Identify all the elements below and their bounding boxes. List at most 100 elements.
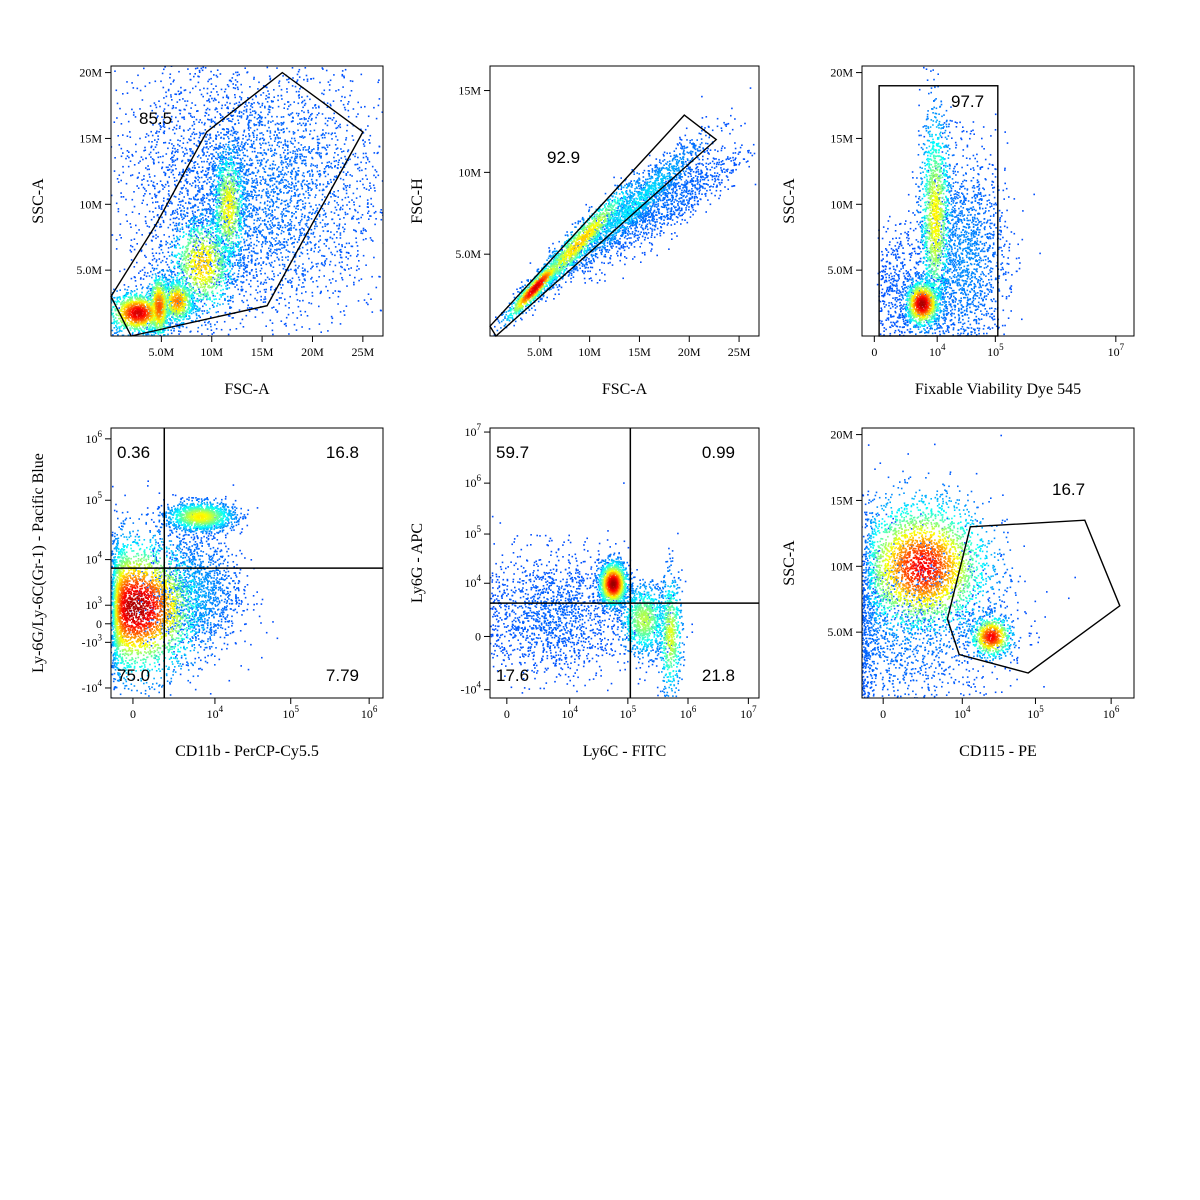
event-dot [193,162,195,164]
event-dot [209,242,211,244]
event-dot [235,145,237,148]
event-dot [271,252,274,255]
event-dot [326,165,328,167]
event-dot [184,214,186,216]
event-dot [223,128,225,131]
event-dot [123,284,126,286]
event-dot [120,147,123,150]
event-dot [257,117,260,119]
event-dot [308,182,311,185]
event-dot [379,211,382,214]
event-dot [327,203,330,205]
event-dot [269,228,271,230]
event-dot [306,249,309,251]
event-dot [311,276,313,279]
event-dot [249,235,252,237]
event-dot [259,106,262,108]
event-dot [321,133,324,136]
event-dot [189,91,191,94]
event-dot [294,153,297,155]
event-dot [175,230,178,233]
event-dot [249,293,252,296]
event-dot [235,254,238,257]
event-dot [169,325,172,327]
event-dot [279,224,282,227]
event-dot [349,274,351,276]
event-dot [278,181,280,183]
event-dot [301,326,303,328]
event-dot [297,208,299,210]
event-dot [287,222,289,224]
event-dot [136,261,138,264]
event-dot [209,213,212,215]
event-dot [264,106,266,109]
event-dot [226,118,228,120]
event-dot [179,207,181,209]
event-dot [243,109,245,112]
event-dot [284,172,286,175]
event-dot [343,188,345,191]
event-dot [241,246,244,248]
event-dot [273,188,275,190]
event-dot [181,218,184,221]
event-dot [328,247,330,250]
event-dot [343,183,345,185]
event-dot [285,187,287,189]
event-dot [181,160,183,163]
event-dot [234,286,236,288]
event-dot [264,207,266,209]
event-dot [362,139,364,142]
event-dot [200,67,203,70]
event-dot [216,250,218,253]
event-dot [231,150,234,152]
event-dot [365,238,367,240]
event-dot [341,208,344,211]
event-dot [324,225,327,227]
event-dot [298,68,301,71]
event-dot [156,130,158,133]
event-dot [290,282,292,284]
event-dot [264,182,266,185]
event-dot [287,206,289,208]
event-dot [235,84,237,86]
event-dot [221,201,223,203]
event-dot [212,276,214,279]
event-dot [211,304,214,306]
event-dot [264,219,266,221]
event-dot [227,141,230,144]
event-dot [206,173,209,176]
event-dot [219,155,222,158]
event-dot [274,249,276,251]
event-dot [237,183,239,186]
event-dot [243,106,246,108]
event-dot [210,329,213,331]
event-dot [175,150,177,153]
event-dot [256,156,259,158]
event-dot [192,196,195,199]
event-dot [314,104,317,106]
event-dot [346,285,348,287]
event-dot [249,108,252,111]
event-dot [232,172,235,175]
event-dot [315,185,317,188]
event-dot [172,156,174,158]
event-dot [194,161,197,163]
event-dot [281,292,284,295]
event-dot [303,234,305,236]
event-dot [229,152,231,154]
event-dot [314,196,316,199]
event-dot [122,171,125,174]
event-dot [369,185,371,187]
event-dot [194,198,196,201]
event-dot [285,158,288,160]
event-dot [169,73,172,75]
event-dot [235,328,238,330]
event-dot [343,143,346,145]
event-dot [177,242,179,245]
event-dot [301,96,303,98]
event-dot [178,93,180,96]
event-dot [318,269,321,272]
event-dot [326,185,328,188]
event-dot [300,136,303,138]
event-dot [247,181,249,184]
